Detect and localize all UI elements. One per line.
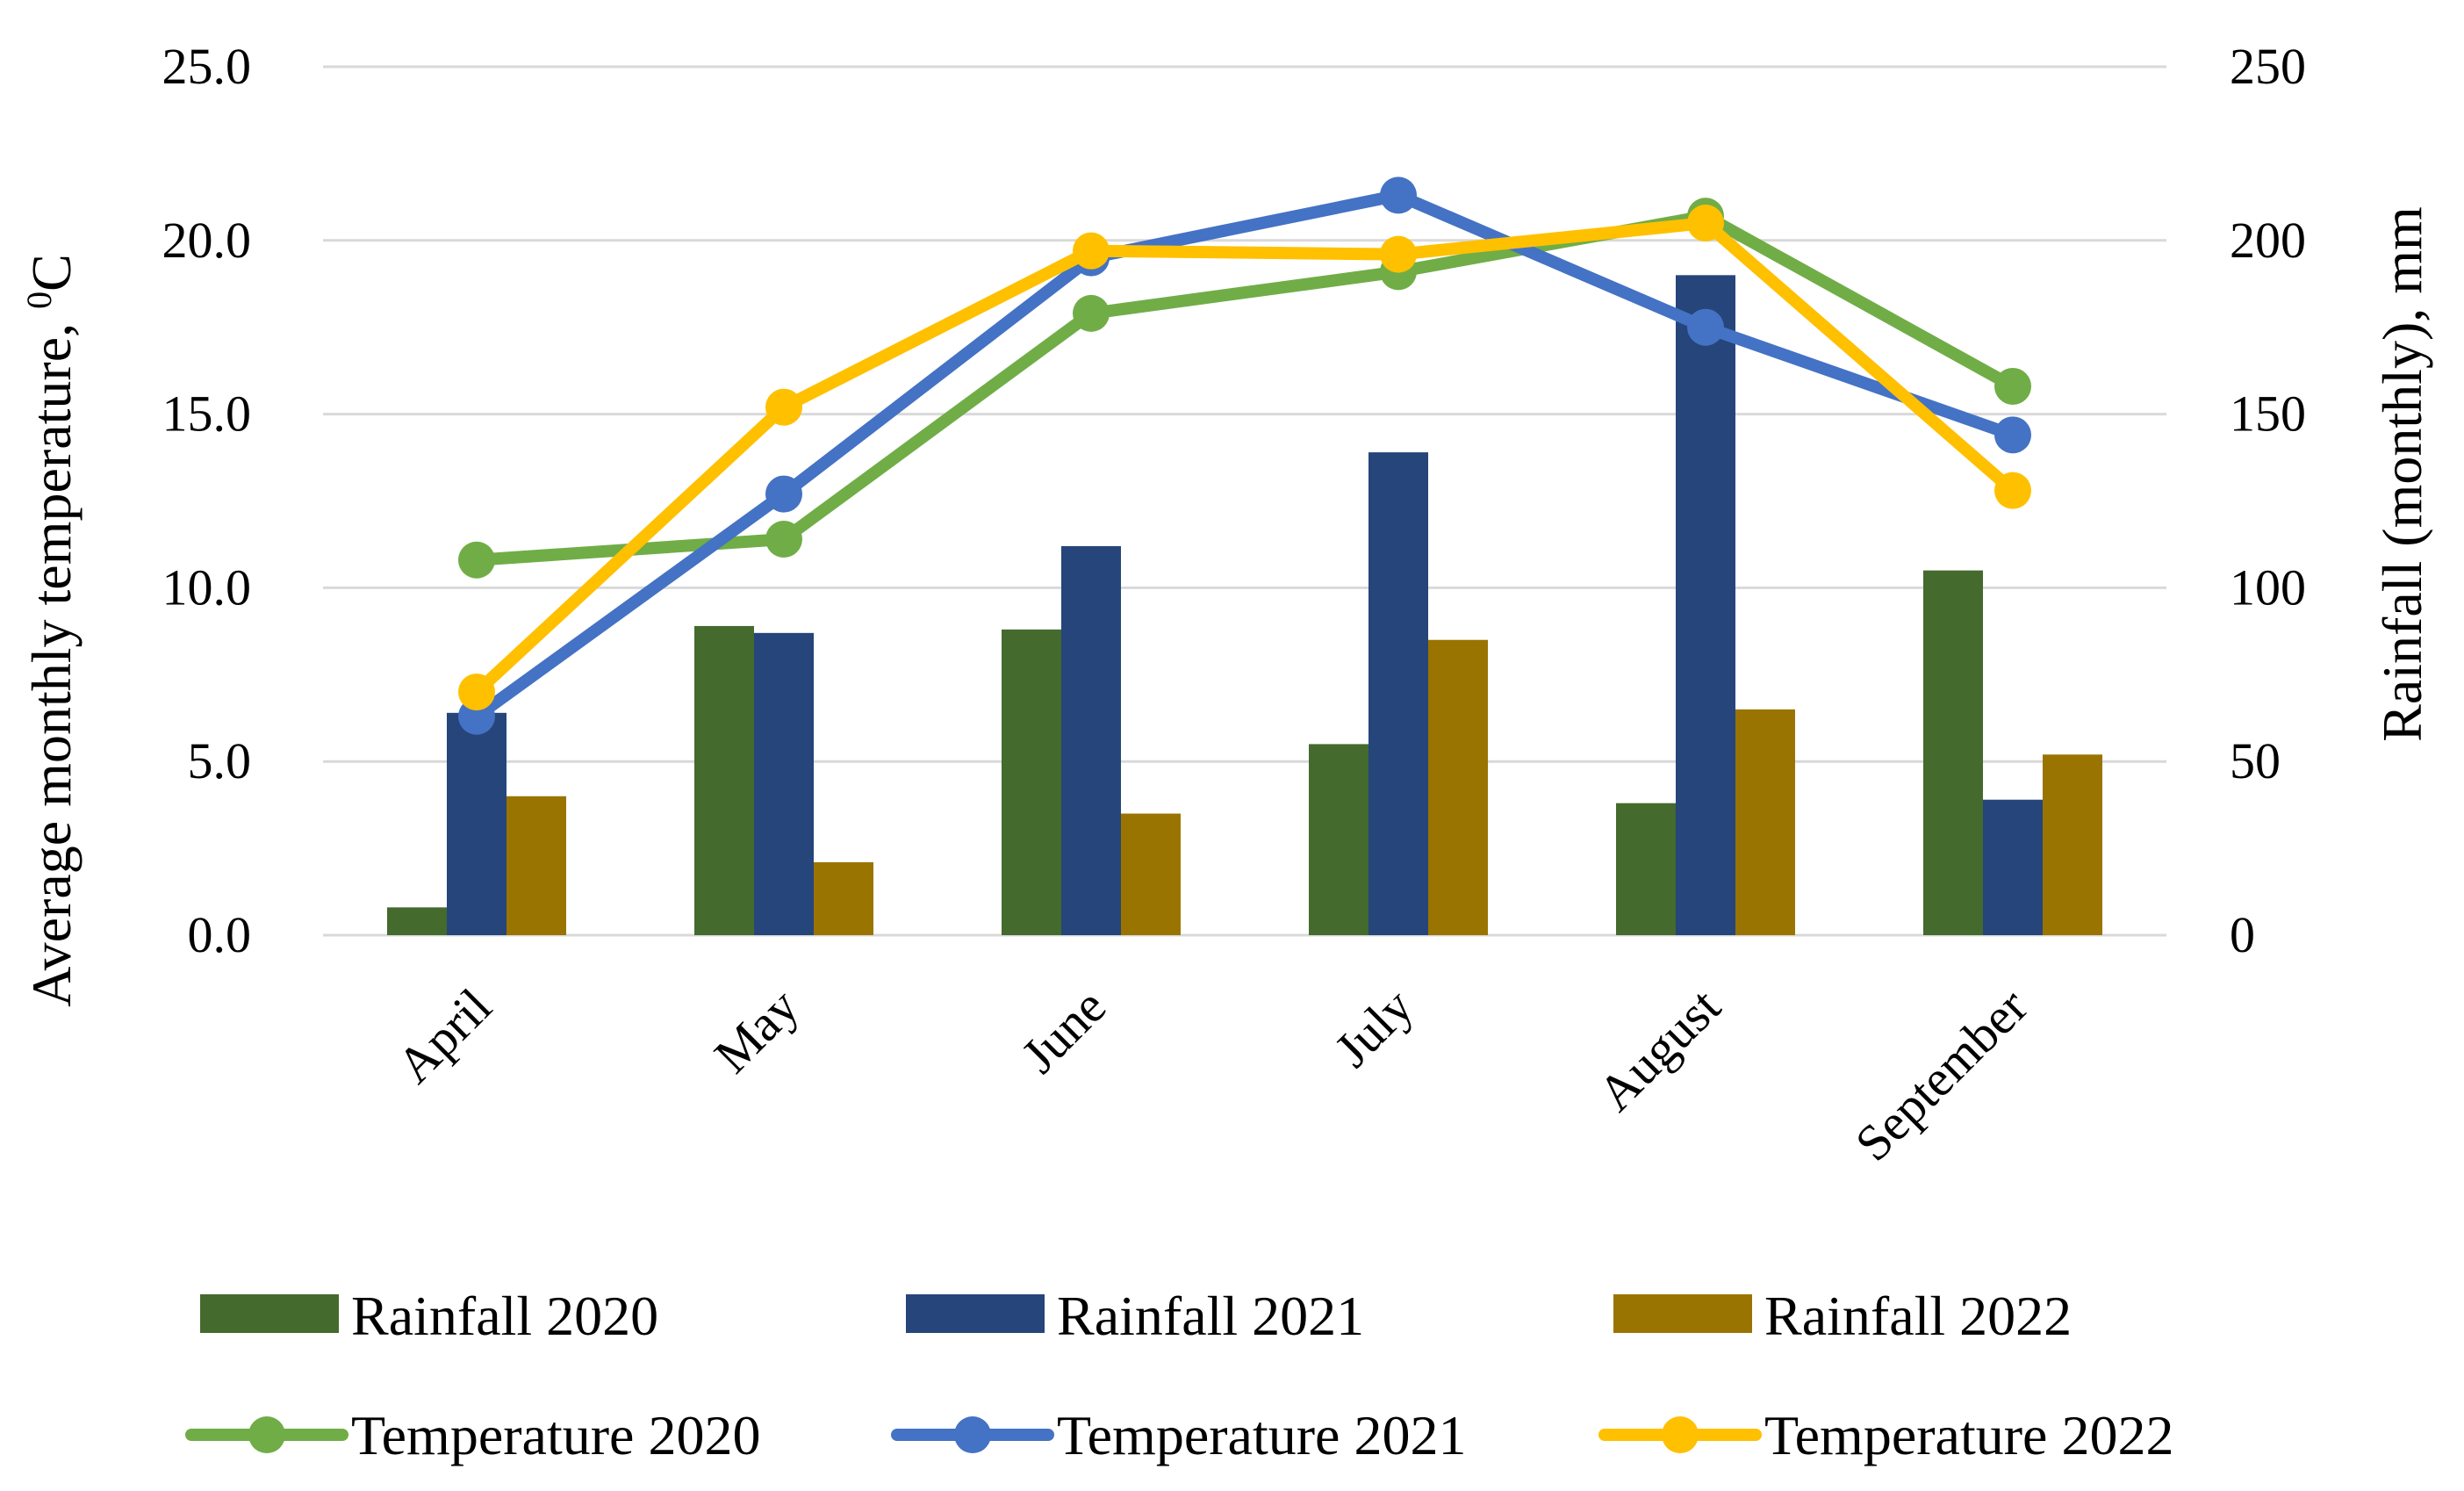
right-tick-label: 250 [2230,38,2306,95]
marker-temperature-2021 [1687,308,1724,346]
bar-layer [387,275,2102,935]
marker-temperature-2022 [765,388,802,426]
marker-temperature-2022 [1073,232,1110,270]
right-tick-label: 100 [2230,558,2306,616]
legend-label-temperature-2021: Temperature 2021 [1057,1404,1466,1466]
legend-label-temperature-2022: Temperature 2022 [1764,1404,2173,1466]
right-tick-label: 0 [2230,906,2255,963]
bar-rainfall-2020 [1309,744,1368,935]
left-tick-label: 10.0 [162,558,252,616]
bar-rainfall-2022 [506,796,566,935]
bar-rainfall-2021 [754,632,814,935]
bar-rainfall-2020 [1616,803,1676,935]
marker-temperature-2020 [1073,294,1110,332]
marker-temperature-2020 [458,541,495,579]
marker-temperature-2020 [1994,367,2031,405]
left-tick-label: 0.0 [188,906,252,963]
right-axis-ticks: 0 50 100 150 200 250 [2230,38,2306,963]
x-tick-label: June [1010,977,1117,1084]
line-temperature-2021 [471,189,2019,723]
bar-rainfall-2022 [1121,813,1181,935]
bar-rainfall-2021 [447,712,506,935]
x-tick-label: July [1324,977,1424,1077]
marker-temperature-2021 [1994,416,2031,454]
bar-rainfall-2022 [814,861,873,935]
x-tick-label: August [1587,977,1731,1121]
bar-rainfall-2020 [387,907,447,935]
bar-rainfall-2021 [1676,275,1735,935]
marker-temperature-2021 [1380,176,1417,214]
left-tick-label: 20.0 [162,212,252,269]
marker-temperature-2022 [458,673,495,711]
legend: Rainfall 2020 Rainfall 2021 Rainfall 2022 T… [185,1285,2173,1466]
marker-temperature-2020 [765,521,802,558]
marker-temperature-2021 [765,475,802,513]
left-tick-label: 15.0 [162,385,252,443]
legend-swatch-rainfall-2020 [200,1294,339,1333]
legend-marker-temperature-2020 [248,1416,285,1453]
bar-rainfall-2022 [2043,754,2102,935]
line-temperature-2020 [471,210,2019,566]
bar-rainfall-2021 [1368,452,1428,935]
x-tick-label: April [386,977,503,1094]
bar-rainfall-2020 [1002,629,1061,935]
legend-marker-temperature-2021 [954,1416,991,1453]
line-layer [458,176,2031,735]
right-tick-label: 200 [2230,212,2306,269]
legend-label-rainfall-2022: Rainfall 2022 [1764,1285,2072,1347]
grid-lines [323,65,2166,937]
marker-temperature-2022 [1380,235,1417,273]
bar-rainfall-2021 [1983,799,2043,935]
marker-temperature-2022 [1687,205,1724,242]
left-axis-ticks: 0.0 5.0 10.0 15.0 20.0 25.0 [162,38,252,963]
marker-temperature-2022 [1994,472,2031,509]
legend-marker-temperature-2022 [1662,1416,1699,1453]
left-axis-title: Average monthly temperature, 0C [19,254,83,1007]
line-temperature-2022 [471,217,2019,699]
legend-label-rainfall-2020: Rainfall 2020 [351,1285,658,1347]
right-tick-label: 50 [2230,732,2281,789]
legend-label-temperature-2020: Temperature 2020 [351,1404,760,1466]
legend-swatch-rainfall-2022 [1613,1294,1752,1333]
bar-rainfall-2020 [1923,570,1983,935]
x-tick-label: September [1844,977,2038,1171]
right-axis-title: Rainfall (monthly), mm [2371,206,2433,742]
left-tick-label: 5.0 [188,732,252,789]
bar-rainfall-2021 [1061,545,1121,935]
right-tick-label: 150 [2230,385,2306,443]
legend-swatch-rainfall-2021 [906,1294,1045,1333]
x-tick-label: May [703,977,809,1084]
bar-rainfall-2022 [1428,639,1488,935]
bar-rainfall-2022 [1735,709,1795,935]
bar-rainfall-2020 [694,625,754,935]
legend-label-rainfall-2021: Rainfall 2021 [1057,1285,1364,1347]
left-tick-label: 25.0 [162,38,252,95]
x-axis-ticks: April May June July August September [386,977,2039,1171]
